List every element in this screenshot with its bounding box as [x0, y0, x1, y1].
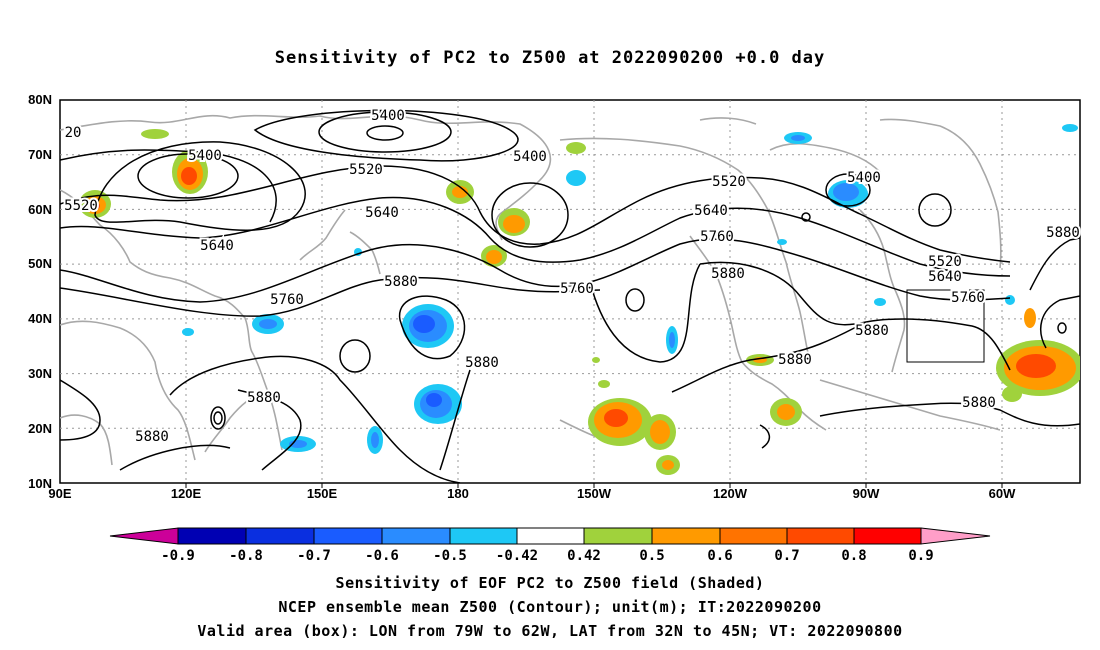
contour-label: 20	[65, 125, 82, 141]
colorbar-cell	[313, 527, 383, 545]
colorbar-cell	[109, 527, 179, 545]
colorbar-label: 0.6	[707, 548, 732, 564]
colorbar-label: -0.9	[161, 548, 195, 564]
colorbar-cell	[381, 527, 451, 545]
contour-label: 5880	[855, 323, 889, 339]
lat-label: 40N	[28, 311, 52, 326]
contour-label: 5400	[513, 149, 547, 165]
colorbar-cell	[651, 527, 721, 545]
footer-line-3: Valid area (box): LON from 79W to 62W, L…	[197, 622, 903, 640]
negative-sensitivity-areas	[182, 124, 1078, 454]
positive-sensitivity-areas	[79, 129, 1080, 475]
colorbar-label: -0.6	[365, 548, 399, 564]
map-title: Sensitivity of PC2 to Z500 at 2022090200…	[274, 48, 826, 68]
lon-label: 90W	[853, 486, 880, 501]
contour-label: 5520	[349, 162, 383, 178]
colorbar-cell	[516, 527, 585, 545]
lon-label: 120W	[713, 486, 748, 501]
contour-label: 5760	[270, 292, 304, 308]
colorbar-labels: -0.9 -0.8 -0.7 -0.6 -0.5 -0.42 0.42 0.5 …	[161, 548, 934, 564]
contour-label: 5880	[962, 395, 996, 411]
colorbar-label: 0.5	[639, 548, 664, 564]
lon-label: 120E	[171, 486, 202, 501]
contour-label: 5760	[560, 281, 594, 297]
contour-label: 5880	[465, 355, 499, 371]
lat-label: 30N	[28, 366, 52, 381]
colorbar-cell	[786, 527, 855, 545]
lat-label: 20N	[28, 421, 52, 436]
lon-label: 60W	[989, 486, 1016, 501]
colorbar-label: -0.5	[433, 548, 467, 564]
colorbar-label: 0.42	[567, 548, 601, 564]
z500-contours	[60, 109, 1080, 483]
contour-label: 5760	[951, 290, 985, 306]
contour-label: 5400	[371, 108, 405, 124]
colorbar-cell	[583, 527, 653, 545]
lat-label: 10N	[28, 476, 52, 491]
contour-label: 5880	[778, 352, 812, 368]
lat-label: 60N	[28, 202, 52, 217]
contour-label: 5400	[188, 148, 222, 164]
lat-label: 50N	[28, 256, 52, 271]
axis-ticks	[185, 483, 1003, 488]
contour-label: 5640	[200, 238, 234, 254]
colorbar-cell	[177, 527, 247, 545]
contour-label: 5520	[928, 254, 962, 270]
colorbar-cell	[853, 527, 922, 545]
contour-labels: 5400 5400 5400 5400 20 5520 5520 5520 55…	[62, 106, 1082, 447]
longitude-labels: 90E 120E 150E 180 150W 120W 90W 60W	[48, 486, 1016, 501]
colorbar-cell	[245, 527, 315, 545]
colorbar-label: 0.9	[908, 548, 933, 564]
contour-label: 5880	[135, 429, 169, 445]
colorbar-label: 0.7	[774, 548, 799, 564]
lon-label: 90E	[48, 486, 71, 501]
sensitivity-shading	[79, 124, 1080, 475]
contour-label: 5640	[694, 203, 728, 219]
colorbar-cell	[920, 527, 991, 545]
contour-label: 5880	[1046, 225, 1080, 241]
lat-label: 70N	[28, 147, 52, 162]
footer-line-2: NCEP ensemble mean Z500 (Contour); unit(…	[278, 598, 822, 616]
contour-label: 5400	[847, 170, 881, 186]
colorbar-label: -0.42	[496, 548, 538, 564]
lon-label: 180	[447, 486, 469, 501]
lon-label: 150W	[577, 486, 612, 501]
colorbar-cell	[719, 527, 788, 545]
contour-label: 5520	[712, 174, 746, 190]
contour-label: 5760	[700, 229, 734, 245]
valid-area-box	[906, 289, 985, 363]
contour-label: 5520	[64, 198, 98, 214]
contour-label: 5640	[365, 205, 399, 221]
colorbar	[109, 527, 991, 545]
latitude-labels: 80N 70N 60N 50N 40N 30N 20N 10N	[28, 92, 52, 491]
contour-label: 5880	[711, 266, 745, 282]
contour-label: 5880	[247, 390, 281, 406]
lon-label: 150E	[307, 486, 338, 501]
contour-label: 5880	[384, 274, 418, 290]
colorbar-label: 0.8	[841, 548, 866, 564]
lat-label: 80N	[28, 92, 52, 107]
colorbar-label: -0.8	[229, 548, 263, 564]
colorbar-cell	[449, 527, 518, 545]
contour-label: 5640	[928, 269, 962, 285]
footer-line-1: Sensitivity of EOF PC2 to Z500 field (Sh…	[335, 574, 765, 592]
colorbar-label: -0.7	[297, 548, 331, 564]
